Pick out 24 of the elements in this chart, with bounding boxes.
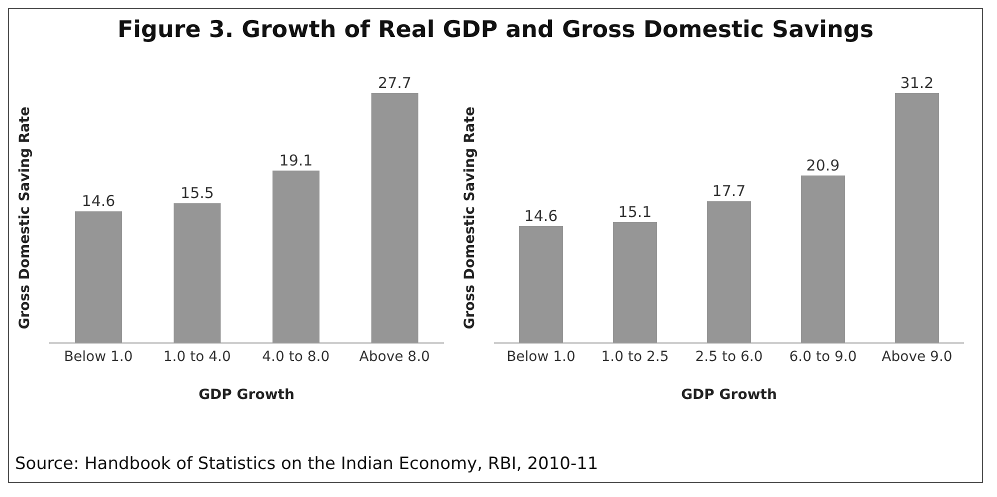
x-axis-title: GDP Growth: [681, 387, 777, 403]
data-label: 14.6: [82, 192, 116, 210]
data-label: 15.5: [180, 184, 214, 202]
data-label: 27.7: [378, 74, 412, 92]
source-note: Source: Handbook of Statistics on the Indian Economy, RBI, 2010-11: [15, 454, 598, 474]
data-label: 15.1: [618, 203, 652, 222]
x-axis-title: GDP Growth: [198, 387, 294, 403]
data-label: 14.6: [524, 207, 558, 226]
x-tick-label: 1.0 to 4.0: [163, 348, 231, 365]
x-tick-label: Above 9.0: [882, 348, 952, 365]
x-tick-label: Below 1.0: [506, 348, 576, 365]
x-tick-label: Below 1.0: [64, 348, 133, 365]
y-axis-title: Gross Domestic Saving Rate: [462, 106, 478, 330]
data-label: 20.9: [806, 156, 840, 175]
x-tick-label: 6.0 to 9.0: [789, 348, 857, 365]
data-label: 17.7: [712, 182, 746, 200]
x-tick-label: Above 8.0: [359, 348, 430, 365]
data-label: 19.1: [279, 152, 313, 170]
data-label: 31.2: [900, 74, 934, 92]
text: Figure 3. Growth of Real GDP and Gross Domestic Savings: [116, 17, 875, 43]
x-tick-label: 2.5 to 6.0: [695, 348, 763, 365]
y-axis-title: Gross Domestic Saving Rate: [16, 106, 33, 330]
x-tick-label: 4.0 to 8.0: [262, 348, 330, 365]
x-tick-label: 1.0 to 2.5: [601, 348, 669, 365]
